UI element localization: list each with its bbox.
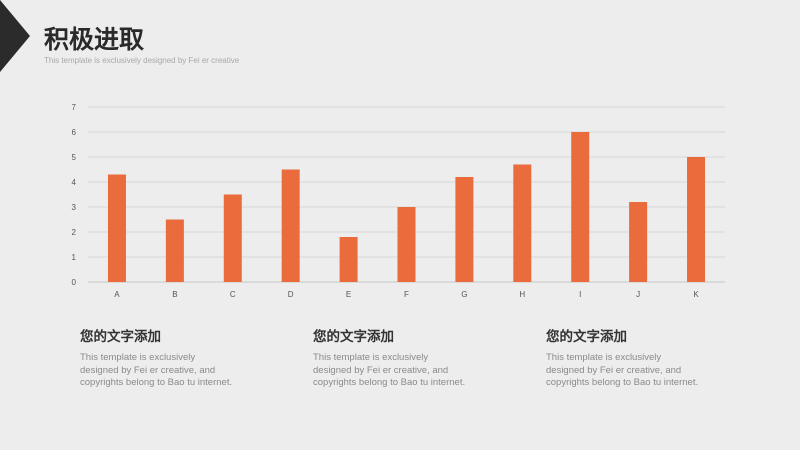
x-tick-label: A [114,290,120,299]
column-body-line: This template is exclusively [313,352,429,363]
column-body-line: designed by Fei er creative, and [313,364,449,376]
column-heading: 您的文字添加 [313,329,394,345]
column-body-line: copyrights belong to Bao tu internet. [80,377,233,388]
y-tick-label: 0 [72,278,77,287]
bar [629,202,648,282]
bar-chart: 0 1 2 3 4 5 6 7 A B C D E F G H I J K [72,103,725,299]
x-tick-label: C [230,290,236,299]
y-tick-label: 5 [72,153,77,162]
x-tick-label: E [346,290,351,299]
page-title: 积极进取 [44,25,145,54]
bar [455,177,474,282]
bar [687,157,706,282]
column-heading: 您的文字添加 [546,329,627,345]
y-tick-label: 4 [72,178,77,187]
text-column-2: 您的文字添加 This template is exclusively desi… [313,325,513,390]
column-heading: 您的文字添加 [80,329,161,345]
column-body: This template is exclusively designed by… [80,352,280,390]
y-tick-label: 6 [72,128,77,137]
bar [107,174,126,282]
column-body-line: This template is exclusively [80,352,196,363]
y-tick-label: 7 [72,103,77,112]
x-tick-label: H [519,290,525,299]
column-body-line: designed by Fei er creative, and [80,364,216,376]
column-body: This template is exclusively designed by… [546,352,746,390]
bar [281,169,300,282]
column-body-line: designed by Fei er creative, and [546,364,682,376]
corner-triangle-decoration [0,0,30,72]
text-column-3: 您的文字添加 This template is exclusively desi… [546,325,746,390]
bar [339,237,358,282]
bar [223,194,242,282]
bar [513,164,532,282]
x-tick-label: I [579,290,581,299]
page-subtitle: This template is exclusively designed by… [44,56,240,65]
x-tick-label: J [636,290,640,299]
x-tick-label: G [461,290,467,299]
x-tick-label: D [288,290,294,299]
bar [397,207,416,282]
y-tick-label: 3 [72,203,77,212]
x-tick-label: K [693,290,699,299]
column-body-line: This template is exclusively [546,352,662,363]
column-body-line: copyrights belong to Bao tu internet. [313,377,466,388]
bar [165,219,184,282]
y-tick-label: 1 [72,253,77,262]
x-tick-label: B [172,290,177,299]
bar [571,132,590,282]
text-column-1: 您的文字添加 This template is exclusively desi… [80,325,280,390]
column-body-line: copyrights belong to Bao tu internet. [546,377,699,388]
x-tick-label: F [404,290,409,299]
y-tick-label: 2 [72,228,77,237]
column-body: This template is exclusively designed by… [313,352,513,390]
